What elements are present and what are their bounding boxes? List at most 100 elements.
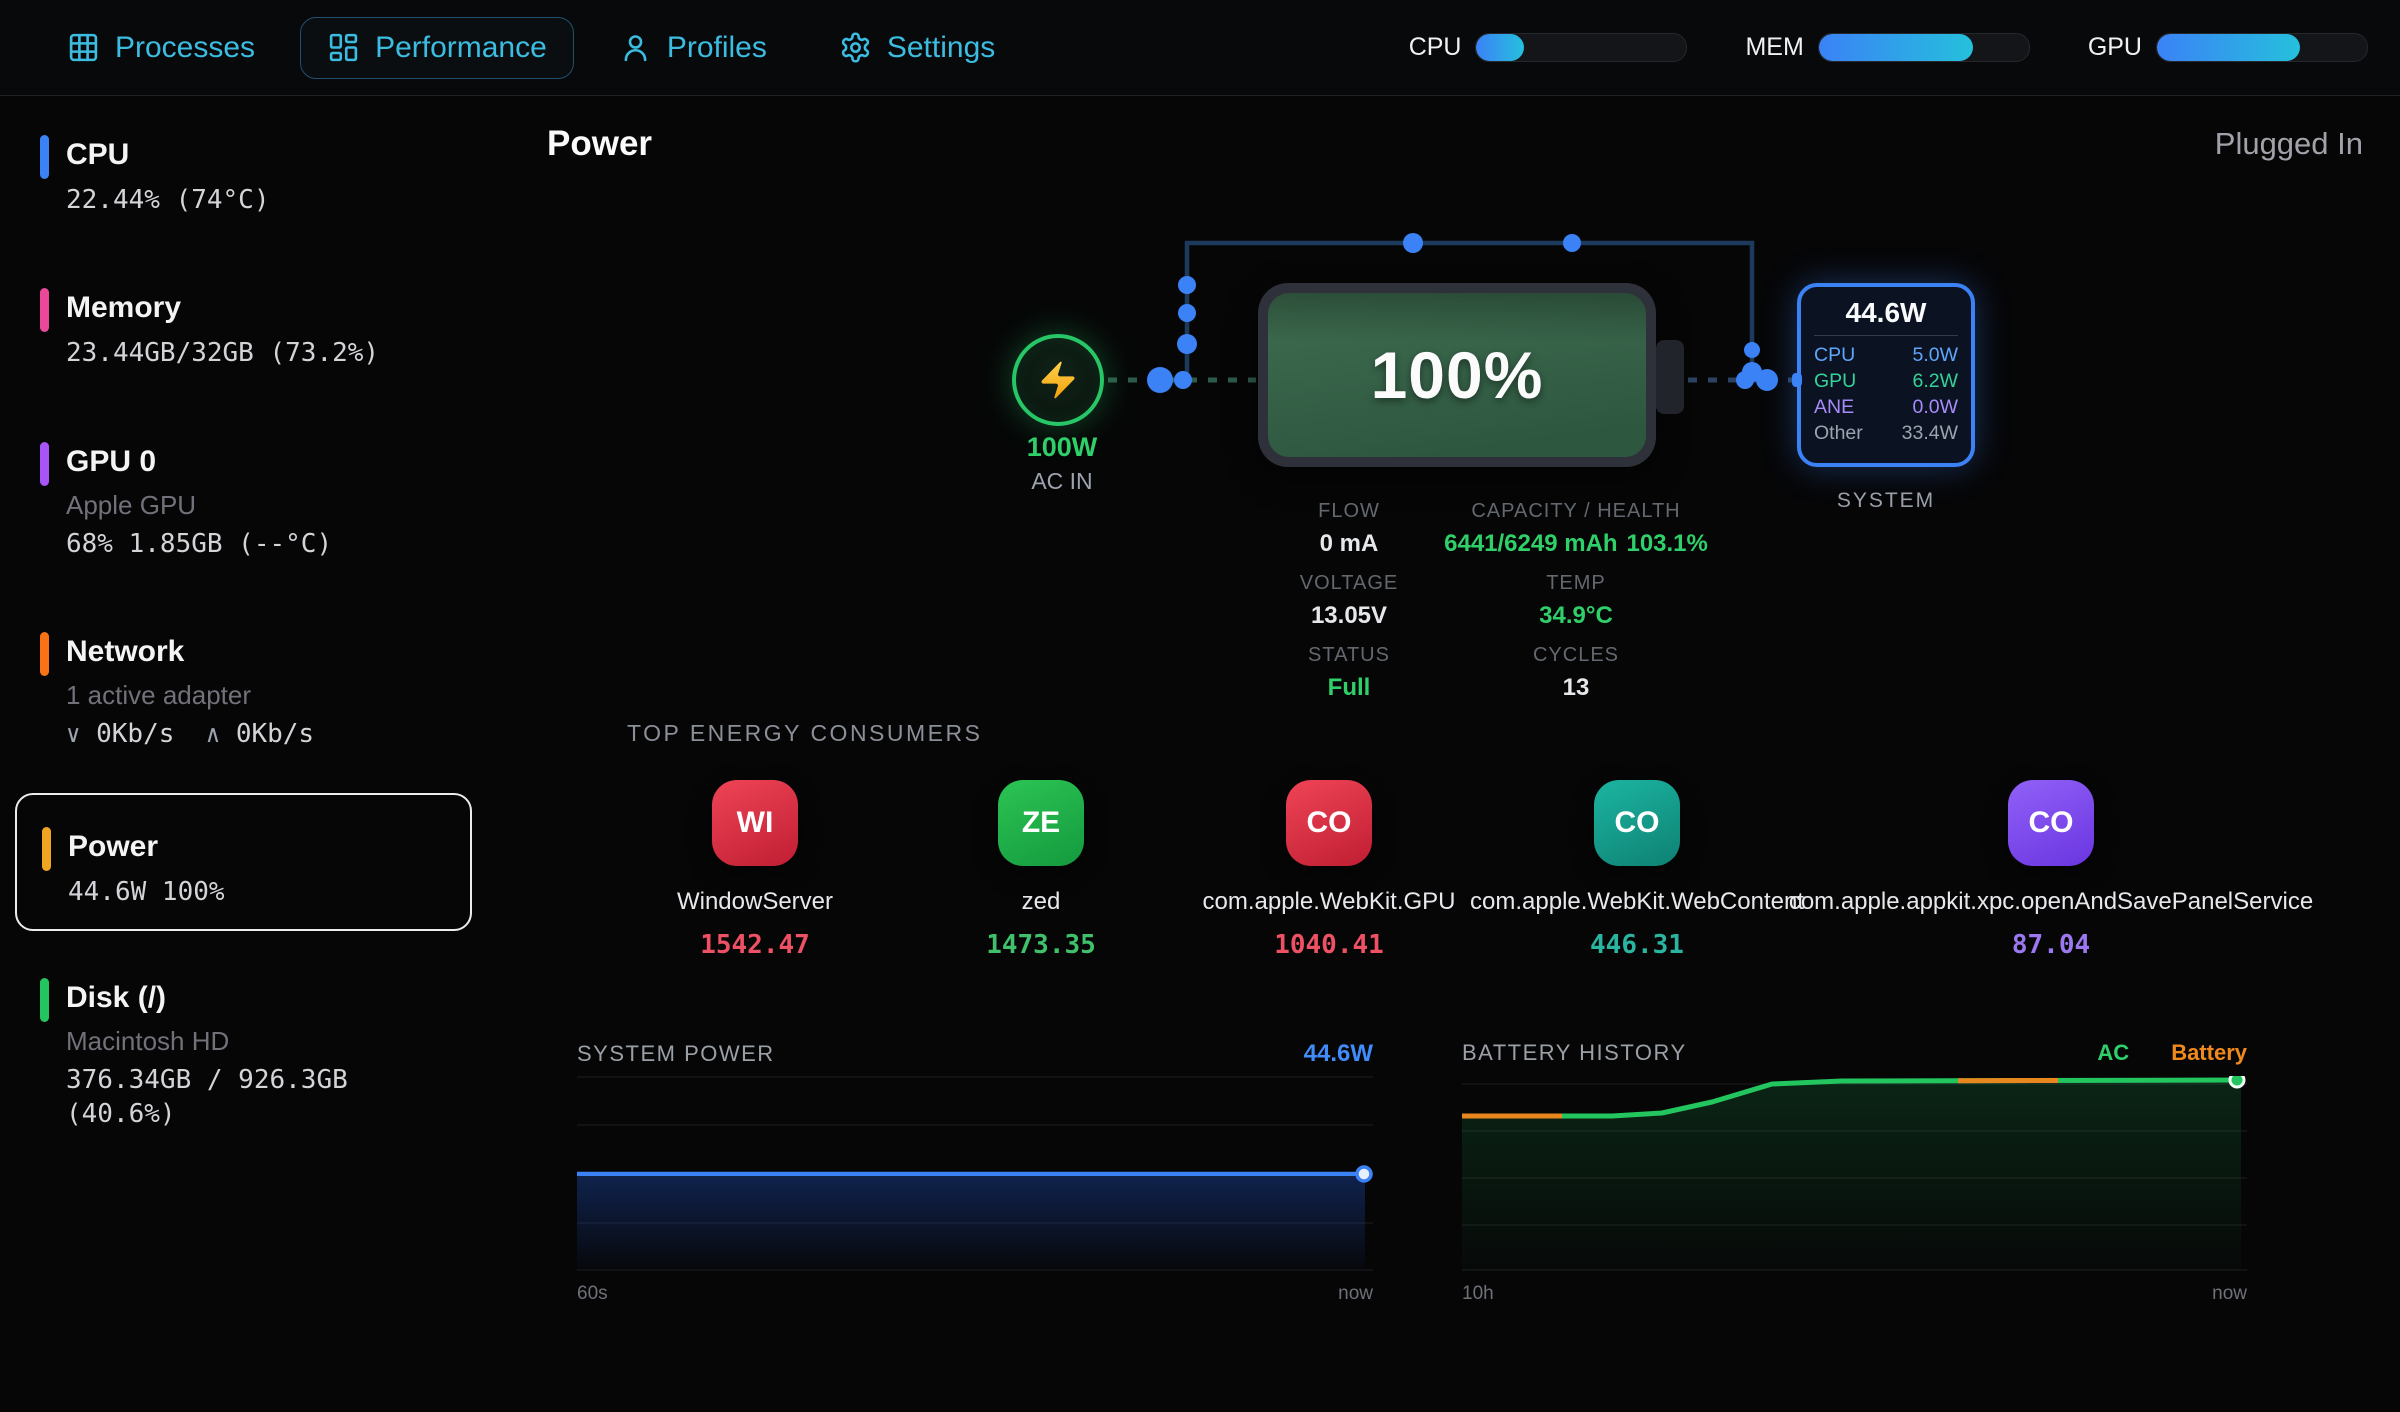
network-title: Network xyxy=(66,635,185,668)
system-gpu-label: GPU xyxy=(1814,370,1857,392)
mem-meter-label: MEM xyxy=(1745,33,1804,61)
temp-label: TEMP xyxy=(1546,572,1606,594)
system-power-chart-value: 44.6W xyxy=(1303,1040,1373,1067)
power-accent-bar xyxy=(42,827,51,871)
battery-percent: 100% xyxy=(1370,338,1544,412)
zed-app-icon: ZE xyxy=(998,780,1084,866)
tab-settings-label: Settings xyxy=(886,30,996,64)
system-power-plot xyxy=(577,1076,1373,1271)
system-ane-label: ANE xyxy=(1814,396,1855,418)
consumer-webkit-webcontent: CO com.apple.WebKit.WebContent 446.31 xyxy=(1327,780,1947,960)
system-other-value: 33.4W xyxy=(1901,422,1958,444)
battery-line-endpoint-dot xyxy=(2228,1071,2246,1089)
battery-graphic: 100% xyxy=(1258,283,1656,467)
tab-settings[interactable]: Settings xyxy=(812,17,1022,79)
system-power-box: 44.6W CPU 5.0W GPU 6.2W ANE 0.0W Other 3… xyxy=(1792,283,1975,467)
mem-meter-track xyxy=(1817,33,2030,62)
system-row-other: Other 33.4W xyxy=(1814,420,1958,446)
tab-processes-label: Processes xyxy=(115,30,256,64)
memory-value: 23.44GB/32GB (73.2%) xyxy=(66,338,380,368)
battery-history-x-right: now xyxy=(2212,1283,2247,1304)
cpu-accent-bar xyxy=(40,135,49,179)
dashboard-icon xyxy=(329,33,358,62)
person-icon xyxy=(624,35,647,62)
tab-performance[interactable]: Performance xyxy=(300,16,574,79)
tab-processes[interactable]: Processes xyxy=(40,17,282,79)
consumer-webkit-gpu: CO com.apple.WebKit.GPU 1040.41 xyxy=(1019,780,1639,960)
tab-profiles[interactable]: Profiles xyxy=(592,17,794,79)
sidebar-item-memory[interactable]: Memory 23.44GB/32GB (73.2%) xyxy=(40,286,379,368)
legend-ac: AC xyxy=(2097,1040,2130,1065)
consumer-windowserver: WI WindowServer 1542.47 xyxy=(445,780,1065,960)
grid-table-icon xyxy=(69,33,98,62)
temp-value: 34.9°C xyxy=(1539,602,1613,629)
consumer-energy-value: 1040.41 xyxy=(1274,930,1384,960)
consumer-openandsavepanelservice: CO com.apple.appkit.xpc.openAndSavePanel… xyxy=(1741,780,2361,960)
upload-chevron-icon: ∧ xyxy=(205,720,221,748)
gpu-meter-fill xyxy=(2157,34,2300,61)
top-nav: Processes Performance Profiles Settings … xyxy=(0,0,2400,96)
consumer-name: com.apple.appkit.xpc.openAndSavePanelSer… xyxy=(1788,888,2314,915)
gpu-subtitle: Apple GPU xyxy=(66,490,197,520)
network-speeds: ∨ 0Kb/s ∧ 0Kb/s xyxy=(66,719,314,749)
sidebar-item-power-selected[interactable]: Power 44.6W 100% xyxy=(15,793,472,931)
mem-meter-fill xyxy=(1818,34,1973,61)
download-chevron-icon: ∨ xyxy=(66,720,81,748)
disk-accent-bar xyxy=(40,978,49,1022)
system-power-chart-title: SYSTEM POWER xyxy=(577,1041,775,1066)
health-value: 103.1% xyxy=(1626,530,1708,557)
mem-meter: MEM xyxy=(1745,33,2030,62)
power-line-endpoint-dot xyxy=(1355,1165,1373,1183)
battery-fill: 100% xyxy=(1268,293,1646,457)
system-other-label: Other xyxy=(1814,422,1863,444)
system-power-x-left: 60s xyxy=(577,1283,608,1304)
network-up-value: 0Kb/s xyxy=(235,719,315,749)
system-row-ane: ANE 0.0W xyxy=(1814,394,1958,420)
consumer-name: com.apple.WebKit.GPU xyxy=(1202,888,1456,915)
system-cpu-label: CPU xyxy=(1814,344,1856,366)
system-row-cpu: CPU 5.0W xyxy=(1814,342,1958,368)
cpu-value: 22.44% (74°C) xyxy=(66,185,270,215)
network-subtitle: 1 active adapter xyxy=(66,680,252,710)
page-title: Power xyxy=(547,124,653,163)
legend-battery: Battery xyxy=(2171,1040,2247,1065)
lightning-bolt-icon xyxy=(1041,361,1075,399)
gpu-title: GPU 0 xyxy=(66,445,157,478)
memory-accent-bar xyxy=(40,288,49,332)
gpu-meter-label: GPU xyxy=(2087,33,2142,61)
tab-profiles-label: Profiles xyxy=(666,30,767,64)
system-gpu-value: 6.2W xyxy=(1912,370,1958,392)
webkit-gpu-app-icon: CO xyxy=(1286,780,1372,866)
sidebar-item-network[interactable]: Network 1 active adapter ∨ 0Kb/s ∧ 0Kb/s xyxy=(40,630,314,749)
sidebar-item-gpu[interactable]: GPU 0 Apple GPU 68% 1.85GB (--°C) xyxy=(40,440,332,559)
consumers-heading: TOP ENERGY CONSUMERS xyxy=(627,720,983,746)
ac-adapter-node xyxy=(1012,334,1104,426)
system-row-gpu: GPU 6.2W xyxy=(1814,368,1958,394)
gear-icon xyxy=(841,32,870,63)
flow-value: 0 mA xyxy=(1319,530,1379,557)
battery-history-x-left: 10h xyxy=(1462,1283,1494,1304)
windowserver-app-icon: WI xyxy=(712,780,798,866)
sidebar-item-cpu[interactable]: CPU 22.44% (74°C) xyxy=(40,133,270,215)
gpu-meter: GPU xyxy=(2088,33,2368,62)
capacity-label: CAPACITY / HEALTH xyxy=(1471,500,1681,522)
sidebar-item-disk[interactable]: Disk (/) Macintosh HD 376.34GB / 926.3GB… xyxy=(40,976,348,1129)
disk-percent: (40.6%) xyxy=(66,1099,176,1129)
gpu-value: 68% 1.85GB (--°C) xyxy=(66,529,333,559)
battery-history-chart: BATTERY HISTORY AC Battery 10h now xyxy=(1462,1040,2247,1305)
ac-wattage: 100W xyxy=(1026,432,1098,462)
disk-value: 376.34GB / 926.3GB xyxy=(66,1065,348,1095)
power-value: 44.6W 100% xyxy=(68,877,225,907)
power-status: Plugged In xyxy=(2214,126,2363,161)
flow-label: FLOW xyxy=(1318,500,1380,522)
battery-history-plot xyxy=(1462,1071,2247,1271)
cpu-title: CPU xyxy=(66,138,130,171)
ac-in-label: AC IN xyxy=(1031,468,1093,494)
system-ane-value: 0.0W xyxy=(1912,396,1958,418)
consumer-zed: ZE zed 1473.35 xyxy=(731,780,1351,960)
disk-title: Disk (/) xyxy=(66,981,167,1014)
network-down-value: 0Kb/s xyxy=(96,719,175,749)
consumer-energy-value: 446.31 xyxy=(1590,930,1684,960)
cpu-meter-track xyxy=(1475,33,1688,62)
tab-performance-label: Performance xyxy=(375,30,547,64)
